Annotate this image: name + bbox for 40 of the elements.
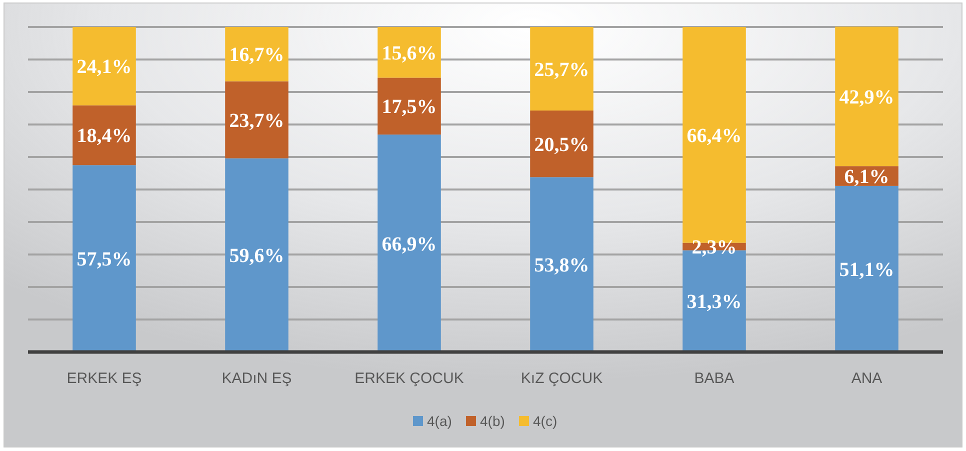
bar (225, 27, 288, 82)
legend-label: 4(c) (533, 412, 558, 429)
bar (835, 26, 898, 166)
bar (225, 81, 288, 158)
bar (378, 78, 441, 135)
bar (72, 27, 136, 106)
data-label: 53,8% (534, 254, 590, 277)
bar (530, 110, 594, 178)
x-tick-label: KıZ ÇOCUK (520, 370, 603, 387)
data-label: 66,4% (686, 124, 742, 147)
bar (530, 177, 594, 352)
bar (225, 158, 288, 352)
data-label: 57,5% (76, 248, 132, 271)
bar (72, 165, 136, 352)
bar (378, 27, 441, 78)
x-tick-label: ERKEK EŞ (66, 370, 142, 387)
data-label: 20,5% (534, 134, 590, 156)
data-label: 6,1% (844, 166, 890, 188)
data-label: 51,1% (839, 258, 894, 281)
x-tick-label: KADıN EŞ (222, 370, 292, 387)
data-label: 25,7% (534, 58, 590, 81)
data-label: 24,1% (76, 56, 132, 78)
legend-label: 4(b) (480, 412, 505, 429)
legend-label: 4(a) (427, 412, 452, 429)
data-label: 15,6% (382, 42, 437, 64)
data-label: 16,7% (229, 44, 284, 66)
x-tick-label: ANA (851, 370, 882, 387)
data-label: 66,9% (382, 233, 437, 256)
data-label: 59,6% (229, 245, 284, 268)
x-tick-label: BABA (694, 370, 734, 387)
data-label: 17,5% (382, 96, 437, 118)
bar (835, 186, 898, 352)
data-label: 42,9% (839, 86, 894, 108)
data-label: 18,4% (76, 125, 132, 148)
bar (378, 134, 441, 352)
data-label: 31,3% (686, 291, 742, 314)
data-label: 23,7% (229, 110, 284, 132)
x-tick-label: ERKEK ÇOCUK (354, 370, 464, 387)
bar (530, 27, 594, 111)
bar (72, 105, 136, 166)
